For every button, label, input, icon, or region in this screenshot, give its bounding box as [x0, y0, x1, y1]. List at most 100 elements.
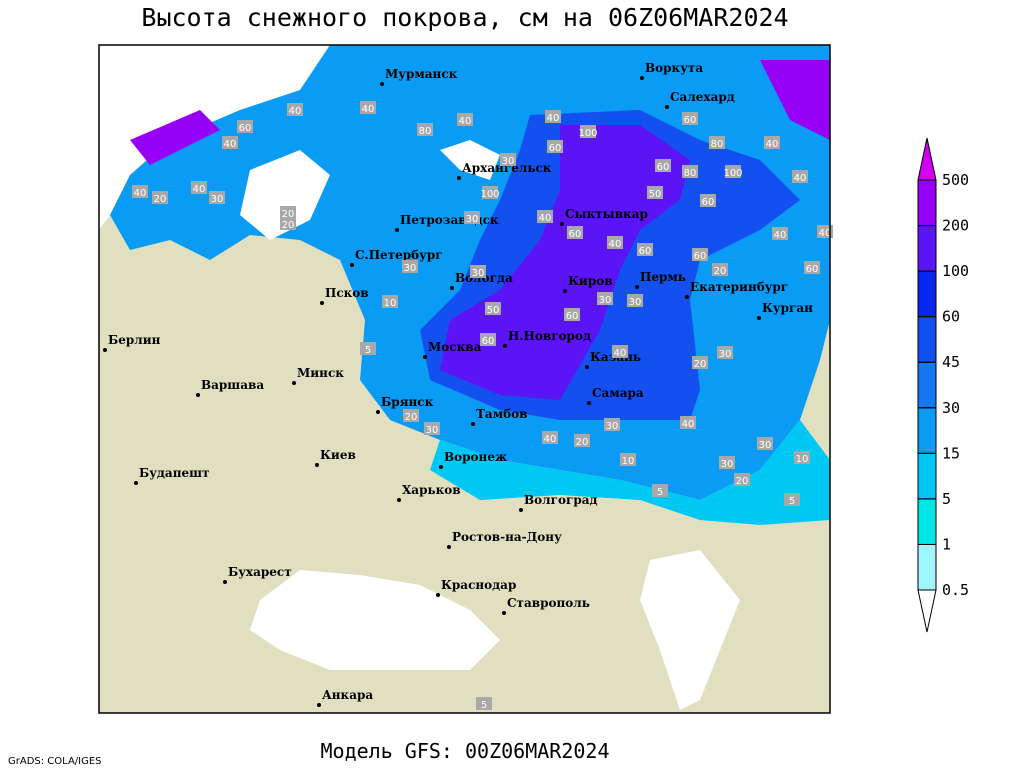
contour-label-bg — [360, 101, 376, 114]
city-dot — [350, 263, 354, 267]
city-label: Ростов-на-Дону — [452, 530, 562, 544]
contour-label-bg — [757, 437, 773, 450]
city-dot — [635, 285, 639, 289]
city-label: Курган — [762, 301, 813, 315]
contour-label-bg — [547, 140, 563, 153]
contour-label-bg — [402, 260, 418, 273]
city-dot — [395, 228, 399, 232]
contour-label-bg — [607, 236, 623, 249]
contour-label-bg — [567, 226, 583, 239]
contour-label: 20 — [405, 412, 418, 423]
city-label: Брянск — [381, 395, 434, 409]
contour-label: 20 — [282, 209, 295, 220]
contour-label-bg — [734, 473, 750, 486]
colorbar-segment — [917, 361, 937, 409]
contour-label-bg — [403, 409, 419, 422]
city-label: Архангельск — [462, 161, 552, 175]
contour-label: 30 — [606, 421, 619, 432]
contour-label-bg — [470, 265, 486, 278]
contour-label-bg — [382, 295, 398, 308]
contour-label-bg — [680, 416, 696, 429]
contour-label-bg — [287, 103, 303, 116]
snow-100 — [440, 125, 690, 400]
city-label: Киев — [320, 448, 356, 462]
contour-label-bg — [424, 422, 440, 435]
city-dot — [640, 76, 644, 80]
contour-label: 50 — [649, 189, 662, 200]
contour-label-bg — [482, 186, 498, 199]
footer-credit: GrADS: COLA/IGES — [8, 756, 102, 767]
city-label: Ставрополь — [507, 596, 590, 610]
contour-label-bg — [280, 206, 296, 219]
city-label: Бухарест — [228, 565, 292, 579]
contour-label-bg — [132, 185, 148, 198]
city-label: Волгоград — [524, 493, 597, 507]
city-dot — [587, 401, 591, 405]
colorbar-label: 1 — [942, 535, 951, 553]
contour-label: 20 — [714, 266, 727, 277]
contour-label-bg — [417, 123, 433, 136]
city-dot — [317, 703, 321, 707]
contour-label: 100 — [480, 189, 499, 200]
city-label: Берлин — [108, 333, 161, 347]
contour-label: 40 — [609, 239, 622, 250]
city-dot — [585, 365, 589, 369]
city-label: Воронеж — [444, 450, 507, 464]
colorbar-segment — [917, 225, 937, 272]
city-dot — [457, 176, 461, 180]
city-dot — [503, 344, 507, 348]
city-label: Воркута — [645, 61, 703, 75]
contour-label-bg — [764, 136, 780, 149]
contour-label: 20 — [282, 220, 295, 231]
city-label: Пермь — [640, 270, 686, 284]
contour-label-bg — [480, 333, 496, 346]
contour-label: 40 — [134, 188, 147, 199]
contour-label-bg — [682, 165, 698, 178]
city-dot — [471, 422, 475, 426]
contour-label-bg — [692, 248, 708, 261]
colorbar-segment — [917, 179, 937, 227]
city-dot — [223, 580, 227, 584]
contour-label: 40 — [547, 113, 560, 124]
colorbar-segment — [917, 270, 937, 318]
contour-label: 5 — [657, 487, 663, 498]
contour-label: 60 — [239, 123, 252, 134]
title: Высота снежного покрова, см на 06Z06MAR2… — [141, 3, 788, 32]
city-label: Минск — [297, 366, 344, 380]
colorbar-label: 15 — [942, 444, 960, 462]
contour-label: 80 — [684, 168, 697, 179]
city-label: Харьков — [402, 483, 461, 497]
contour-label: 10 — [796, 454, 809, 465]
colorbar-segment — [917, 498, 937, 545]
city-dot — [376, 410, 380, 414]
contour-label: 40 — [766, 139, 779, 150]
contour-label: 50 — [487, 305, 500, 316]
city-dot — [665, 105, 669, 109]
contour-label-bg — [237, 120, 253, 133]
contour-label: 10 — [384, 298, 397, 309]
city-label: Москва — [428, 340, 482, 354]
colorbar-label: 100 — [942, 262, 969, 280]
contour-label-bg — [476, 697, 492, 710]
contour-label-bg — [725, 165, 741, 178]
colorbar-segment — [917, 543, 937, 591]
contour-label-bg — [709, 136, 725, 149]
contour-label-bg — [612, 345, 628, 358]
contour-label-bg — [209, 191, 225, 204]
contour-label: 5 — [789, 496, 795, 507]
colorbar-high — [917, 137, 937, 181]
colorbar-segment — [917, 452, 937, 500]
footer-model: Модель GFS: 00Z06MAR2024 — [321, 739, 610, 763]
contour-label-bg — [627, 294, 643, 307]
contour-label: 30 — [759, 440, 772, 451]
contour-label: 40 — [539, 213, 552, 224]
city-dot — [447, 545, 451, 549]
city-dot — [560, 222, 564, 226]
city-dot — [397, 498, 401, 502]
contour-label: 30 — [719, 349, 732, 360]
contour-label: 40 — [289, 106, 302, 117]
contour-label-bg — [637, 243, 653, 256]
city-dot — [436, 593, 440, 597]
white-sea — [440, 140, 500, 180]
